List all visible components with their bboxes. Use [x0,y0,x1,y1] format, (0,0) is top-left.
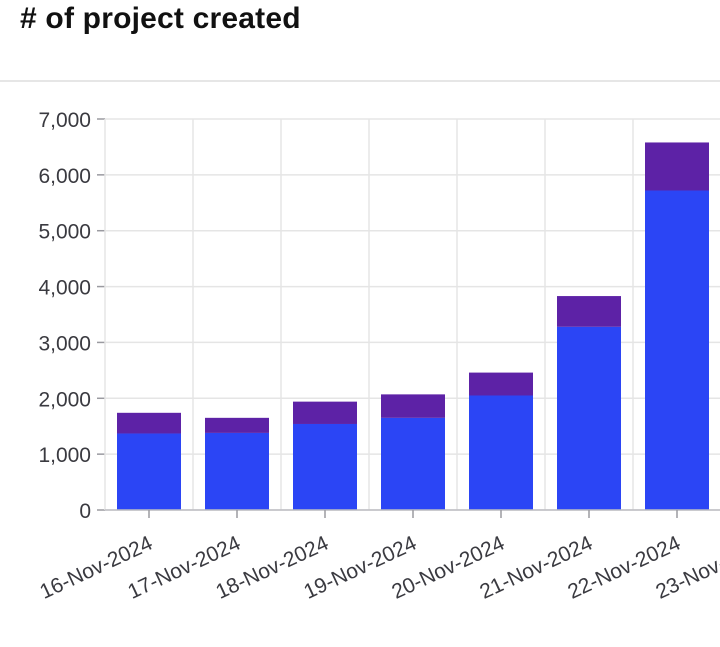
y-tick-label: 2,000 [38,388,91,411]
y-tick-label: 5,000 [38,221,91,244]
bar-segment-upper [469,372,533,396]
header-divider [0,80,720,82]
y-tick-label: 7,000 [38,109,91,132]
bar-segment-lower [117,433,181,510]
y-tick-label: 3,000 [38,332,91,355]
y-tick-label: 0 [79,500,91,523]
bar-segment-lower [469,395,533,510]
bar-segment-lower [645,190,709,511]
bar-segment-lower [293,423,357,510]
bar-segment-lower [381,417,445,510]
bar-segment-lower [557,326,621,510]
bar-segment-upper [205,417,269,433]
bar-segment-upper [117,412,181,434]
y-tick-label: 4,000 [38,277,91,300]
y-tick-label: 6,000 [38,165,91,188]
bar-segment-upper [381,394,445,418]
y-tick-label: 1,000 [38,444,91,467]
bar-segment-upper [645,142,709,191]
bar-segment-upper [293,401,357,424]
chart-title: # of project created [20,2,301,35]
bar-segment-upper [557,296,621,327]
bar-segment-lower [205,432,269,510]
